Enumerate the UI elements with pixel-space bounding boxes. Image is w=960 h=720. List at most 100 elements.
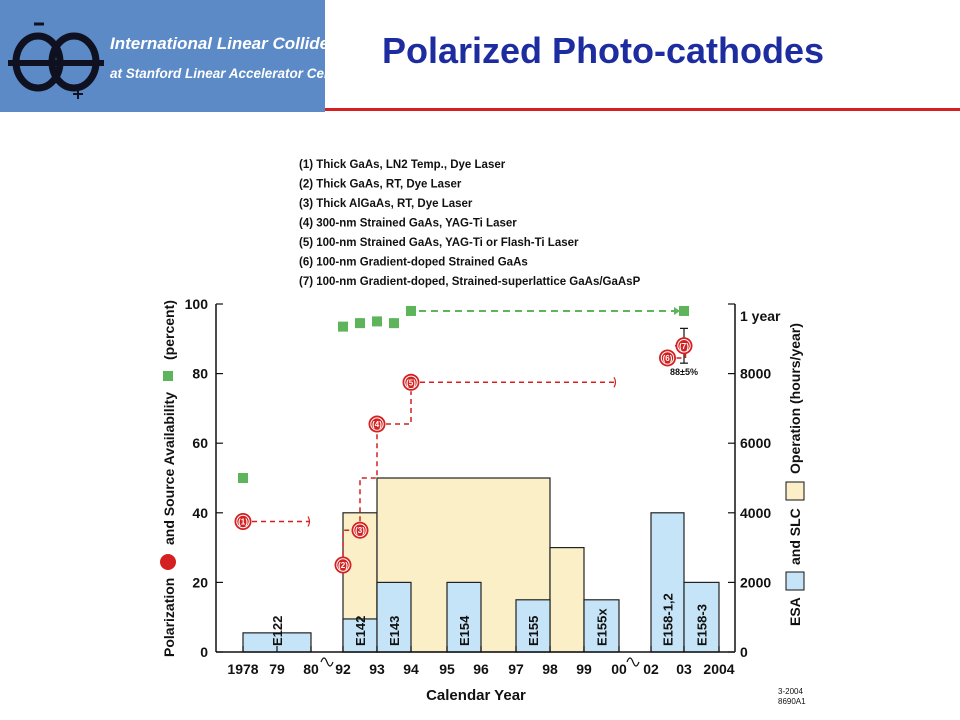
x-tick-label: 1978 (227, 661, 258, 677)
figure-code-line-2: 8690A1 (778, 697, 806, 706)
esa-bar-label: E155 (526, 616, 541, 646)
left-tick-label: 40 (192, 505, 208, 521)
left-tick-label: 80 (192, 366, 208, 382)
pol-point-label: (7) (679, 342, 689, 351)
legend-line-7: (7) 100-nm Gradient-doped, Strained-supe… (299, 276, 641, 288)
right-label-operation: Operation (hours/year) (787, 323, 803, 474)
pol-point-label: (5) (406, 378, 416, 387)
x-tick-label: 02 (643, 661, 659, 677)
x-tick-label: 98 (542, 661, 558, 677)
axis-labels: Calendar Year Polarization and Source Avai… (160, 300, 806, 706)
availability-point (406, 305, 416, 316)
pol-point-ring (353, 523, 367, 537)
pol-point-label: (3) (355, 526, 365, 535)
esa-bar-E142 (342, 618, 378, 653)
pol-point-ring (236, 514, 250, 529)
logo-line-2: at Stanford Linear Accelerator Center (110, 66, 350, 81)
availability-point (679, 305, 689, 316)
esa-bar-label: E155x (595, 608, 610, 646)
legend-line-3: (3) Thick AlGaAs, RT, Dye Laser (299, 198, 473, 210)
pol-point-ring (370, 417, 384, 431)
left-tick-label: 0 (200, 644, 208, 660)
x-tick-label: 97 (508, 661, 524, 677)
ilc-logo: International Linear Collider at Stanfor… (0, 0, 350, 112)
x-tick-label: 00 (611, 661, 627, 677)
pol-point-ring (677, 339, 691, 353)
left-tick-label: 60 (192, 435, 208, 451)
esa-bar-label: E154 (457, 615, 472, 646)
legend-line-2: (2) Thick GaAs, RT, Dye Laser (299, 179, 462, 191)
x-tick-label: 03 (676, 661, 692, 677)
pol-point-ring (660, 351, 675, 365)
pol-step-4-5 (386, 391, 412, 425)
esa-bar-label: E142 (353, 616, 368, 646)
legend-line-6: (6) 100-nm Gradient-doped Strained GaAs (299, 257, 528, 269)
pol-point-label: (2) (338, 561, 348, 570)
axis-break-2 (626, 657, 640, 667)
pol-break-5 (613, 376, 617, 388)
left-label-circle-marker (160, 554, 176, 570)
right-label-esa: ESA (787, 597, 803, 626)
pol-point-ring (404, 375, 418, 389)
esa-bar-label: E143 (387, 616, 402, 646)
right-tick-label: 0 (740, 644, 748, 660)
x-tick-label: 95 (439, 661, 455, 677)
left-tick-label: 100 (185, 296, 209, 312)
page-title: Polarized Photo-cathodes (382, 30, 825, 71)
cathode-legend: (1) Thick GaAs, LN2 Temp., Dye Laser (2) … (299, 159, 641, 288)
esa-bar-label: E158-1,2 (661, 593, 676, 646)
pol-point-ring (336, 558, 350, 572)
esa-bar-label: E158-3 (695, 604, 710, 646)
x-tick-label: 94 (403, 661, 419, 677)
pol-step-6-7 (675, 345, 687, 359)
left-label-percent: (percent) (161, 300, 177, 360)
right-tick-label: 2000 (740, 574, 771, 590)
availability-point (238, 473, 248, 483)
x-tick-label: 93 (369, 661, 385, 677)
left-tick-label: 20 (192, 574, 208, 590)
x-tick-label: 80 (303, 661, 319, 677)
pol-point-label: (4) (372, 420, 382, 429)
legend-line-5: (5) 100-nm Strained GaAs, YAG-Ti or Flas… (299, 237, 579, 249)
availability-point (389, 318, 399, 329)
pol-error-label: 88±5% (670, 367, 698, 377)
right-label-esa-box (785, 571, 805, 591)
right-label-slc-box (785, 481, 805, 501)
polarization-series: 88±5% (1) (2) (3) (4) (5) (6) (7) (234, 327, 698, 574)
legend-line-1: (1) Thick GaAs, LN2 Temp., Dye Laser (299, 159, 506, 171)
left-label-square-marker (163, 371, 173, 381)
right-label-slc: and SLC (787, 508, 803, 565)
x-tick-label: 96 (473, 661, 489, 677)
x-axis-label: Calendar Year (426, 687, 526, 704)
availability-point (372, 316, 382, 327)
availability-arrowhead (674, 306, 680, 315)
x-tick-label: 99 (576, 661, 592, 677)
left-label-polarization: Polarization (161, 578, 177, 657)
right-tick-label: 1 year (740, 308, 781, 324)
left-label-availability: and Source Availability (161, 392, 177, 545)
availability-point (355, 318, 365, 329)
pol-point-label: (6) (663, 354, 673, 363)
esa-bar-E155x (583, 599, 620, 653)
right-tick-label: 4000 (740, 505, 771, 521)
pol-step-2-3 (342, 529, 351, 556)
pol-break-1 (307, 516, 311, 527)
ee-symbol-icon (8, 22, 104, 99)
availability-point (338, 321, 348, 332)
legend-line-4: (4) 300-nm Strained GaAs, YAG-Ti Laser (299, 218, 517, 230)
operation-bars: E122 E142 E143 E154 E155 E155x E158-1,2 E158-3 (242, 477, 720, 653)
title-divider (325, 108, 960, 111)
slc-bar-3 (549, 546, 585, 653)
availability-series (238, 305, 689, 483)
esa-bar-E158-1,2 (650, 512, 685, 653)
pol-step-3-4 (359, 433, 378, 522)
x-tick-label: 92 (335, 661, 351, 677)
figure-code-line-1: 3-2004 (778, 687, 803, 696)
esa-bar-E158-3 (683, 581, 720, 653)
pol-point-label: (1) (238, 518, 248, 527)
axis-break-1 (320, 657, 334, 667)
right-tick-label: 8000 (740, 366, 771, 382)
right-tick-label: 6000 (740, 435, 771, 451)
